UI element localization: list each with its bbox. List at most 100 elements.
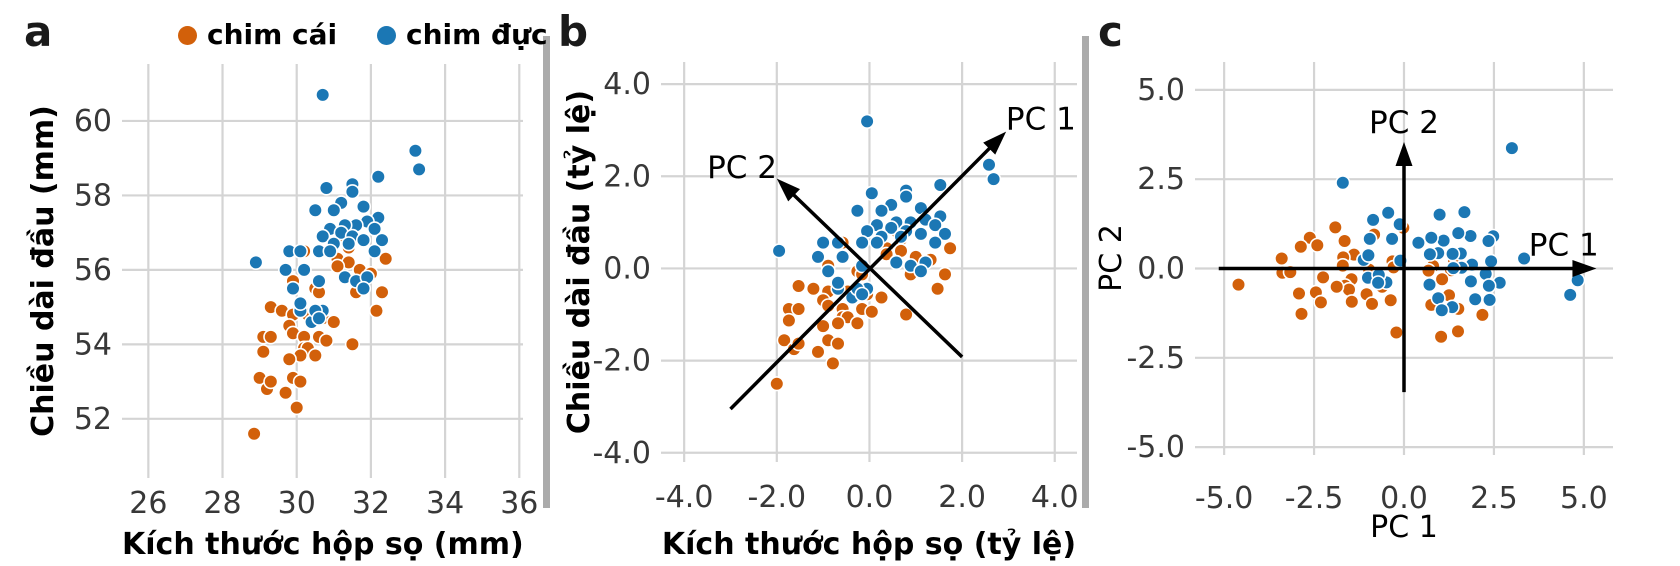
scatter-point-male [1463,273,1479,290]
scatter-point-male [913,263,929,279]
scatter-point-male [1423,230,1439,246]
scatter-point-female [815,318,831,334]
scatter-point-male [311,310,327,326]
pc-arrowhead-icon [1395,142,1413,167]
scatter-point-male [854,286,870,302]
x-tick-label: 36 [500,486,538,521]
scatter-point-male [810,249,826,265]
scatter-point-male [815,235,831,251]
scatter-point-male [296,262,312,278]
scatter-point-male [355,280,372,297]
scatter-point-female [942,240,958,256]
scatter-point-male [985,171,1002,187]
x-tick-label: 28 [203,486,241,521]
scatter-point-male [1562,287,1578,303]
pc2-arrow [776,178,964,359]
scatter-point-male [292,295,309,312]
scatter-point-male [1335,175,1351,191]
panel-b-plot: PC 1 PC 2 -4.0 -2.0 0.0 2.0 4.0 -4.0 -2.0 0.0 2.0 4… [592,62,1079,515]
annotation-pc-2: PC 2 [707,150,777,186]
scatter-point-male [1421,277,1438,293]
scatter-point-male [1504,140,1520,156]
x-tick-label: 26 [129,486,167,521]
scatter-point-male [1450,225,1466,241]
x-tick-label: 0.0 [1380,481,1428,516]
scatter-point-male [367,221,383,237]
scatter-point-female [1420,263,1437,279]
scatter-point-female [1293,306,1310,322]
y-tick-label: -2.5 [1126,341,1185,376]
scatter-point-male [849,203,866,219]
scatter-point-female [781,312,797,329]
x-tick-label: 0.0 [846,480,894,515]
scatter-point-female [790,301,807,317]
scatter-point-male [932,177,948,193]
scatter-point-male [1362,231,1378,247]
scatter-point-female [278,385,294,401]
scatter-point-female [318,333,335,349]
scatter-point-female [1313,294,1329,311]
panel-a-x-tick-labels: 26 28 30 32 34 36 [129,486,538,521]
pc1-arrow [729,131,1007,411]
pc-arrowhead-icon [983,131,1007,155]
scatter-point-female [344,336,361,352]
scatter-point-male [883,220,899,236]
pc-arrowhead-icon [776,178,800,202]
scatter-point-male [927,217,943,233]
scatter-point-male [864,185,880,201]
scatter-point-male [830,275,846,291]
panel-divider [1082,36,1089,508]
scatter-point-female [864,304,880,320]
scatter-point-female [825,355,841,372]
panel-b-points-male [771,113,1002,306]
scatter-point-male [311,273,327,289]
x-tick-label: 2.0 [938,480,986,515]
scatter-point-female [1293,239,1309,255]
x-tick-label: 34 [426,486,464,521]
scatter-point-male [374,232,390,248]
scatter-point-female [329,258,346,274]
pc-arrowhead-icon [1572,260,1597,278]
scatter-point-female [292,374,309,390]
scatter-point-male [1462,228,1479,244]
annotation-pc-1: PC 1 [1006,102,1076,138]
scatter-point-female [1291,285,1307,302]
scatter-point-male [1370,275,1386,291]
scatter-point-female [326,314,342,330]
pc-arrow-line [729,145,992,411]
scatter-point-female [790,336,807,352]
scatter-point-male [1422,246,1438,262]
scatter-point-female [776,332,792,348]
scatter-point-female [1336,233,1353,249]
panel-a-y-tick-labels: 52 54 56 58 60 [74,104,112,437]
scatter-point-female [1388,324,1404,341]
scatter-point-male [307,202,323,218]
y-tick-label: 54 [74,327,112,362]
scatter-point-male [1516,250,1532,267]
scatter-point-female [830,336,846,352]
scatter-point-male [1434,302,1450,318]
scatter-point-male [322,243,338,259]
scatter-point-female [1230,277,1247,293]
scatter-point-male [248,254,264,270]
scatter-point-male [292,243,309,259]
y-tick-label: 0.0 [603,251,651,286]
scatter-point-male [407,143,424,159]
scatter-point-male [326,202,342,218]
scatter-point-female [769,376,785,392]
panel-b-y-tick-labels: -4.0 -2.0 0.0 2.0 4.0 [592,67,651,471]
y-tick-label: 60 [74,104,112,139]
scatter-point-female [368,303,385,319]
scatter-point-male [344,184,361,200]
scatter-point-male [1380,205,1396,221]
scatter-point-male [873,203,890,219]
scatter-point-female [289,400,305,416]
scatter-point-male [278,262,294,278]
scatter-point-female [263,374,279,390]
scatter-point-male [1480,233,1497,249]
scatter-point-female [263,329,279,345]
panel-c-x-tick-labels: -5.0 -2.5 0.0 2.5 5.0 [1195,481,1608,516]
panel-a-plot: 26 28 30 32 34 36 52 54 56 58 60 [74,64,538,521]
